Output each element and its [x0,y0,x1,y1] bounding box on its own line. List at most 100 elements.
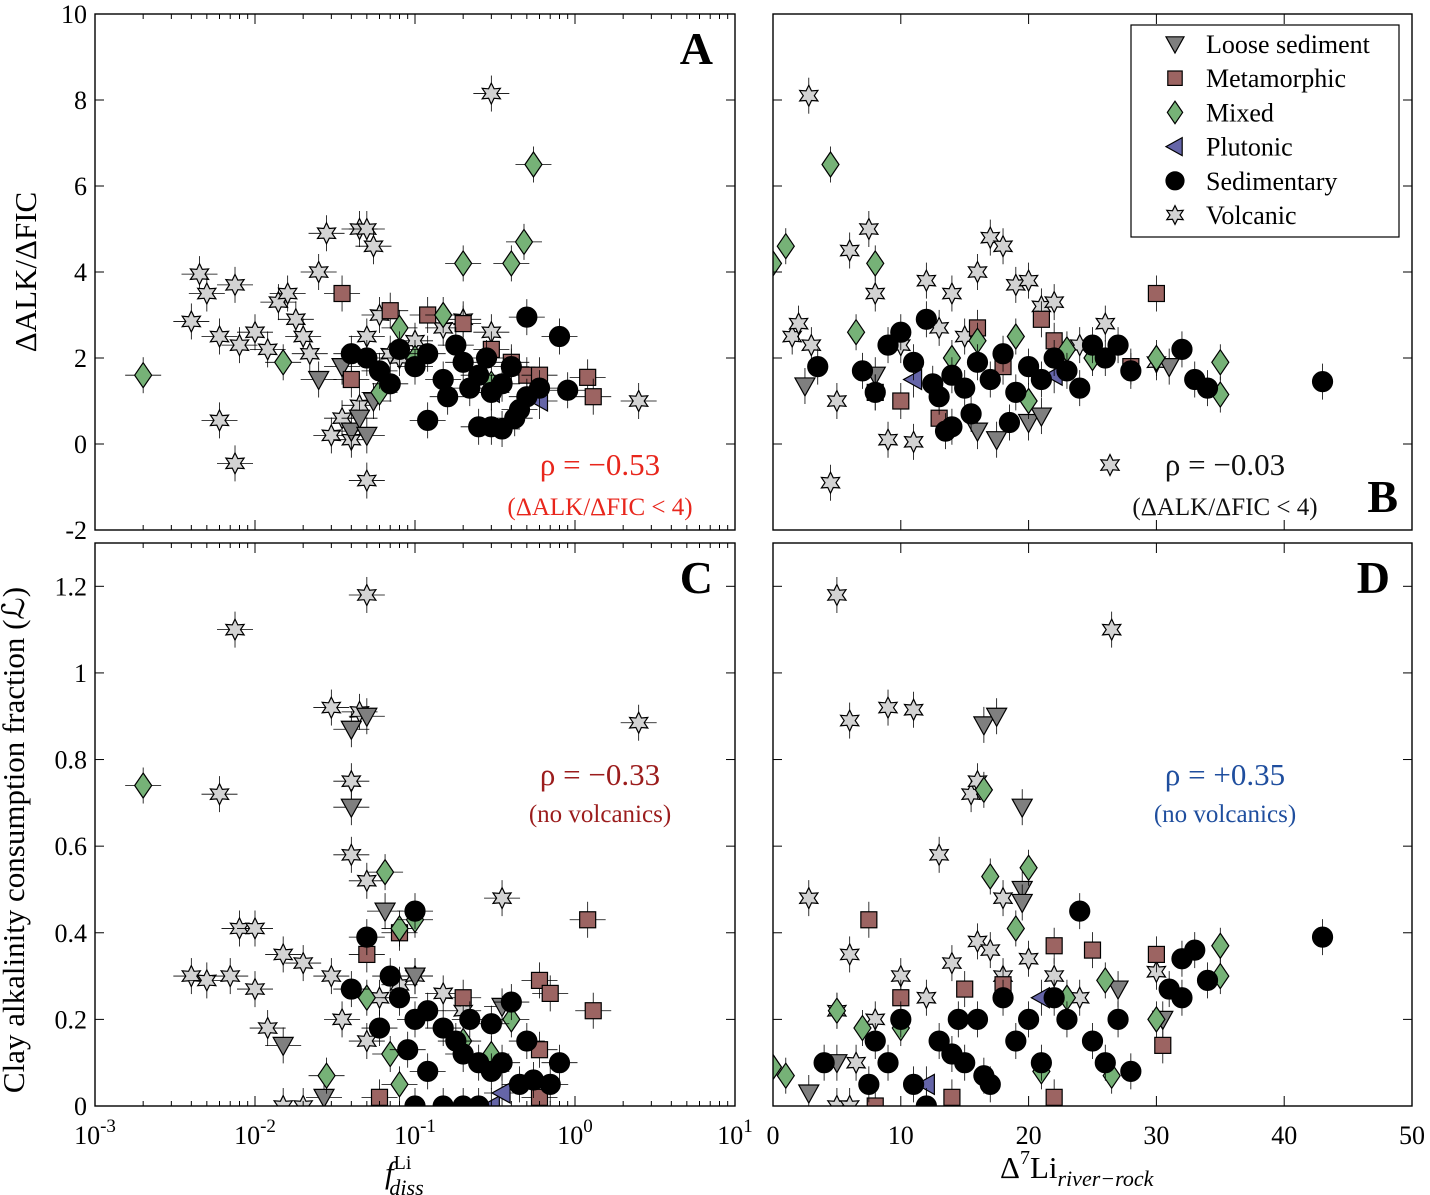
point-volcanic [916,985,937,1010]
point-mixed [273,348,293,376]
point-metamorphic [1045,937,1063,955]
point-metamorphic [454,315,472,333]
point-loose-sediment [966,422,989,443]
point-volcanic [189,262,210,286]
y-tick-label: 0.4 [55,919,88,948]
point-metamorphic [1154,1036,1172,1054]
point-plutonic [915,1073,935,1096]
point-volcanic [180,309,202,334]
point-volcanic [839,238,860,263]
point-sedimentary [1094,1052,1116,1074]
y-axis-label-top: ΔALK/ΔFIC [8,192,43,352]
point-sedimentary [516,306,538,328]
point-sedimentary [877,334,899,356]
point-sedimentary [468,1095,490,1106]
point-mixed [981,862,1000,891]
point-volcanic [826,389,848,413]
point-sedimentary [1081,334,1104,356]
point-volcanic [272,1094,294,1106]
point-mixed [390,1070,409,1098]
point-sedimentary [966,1008,989,1030]
x-tick-label: 10-3 [74,1116,116,1150]
point-volcanic [257,337,278,362]
point-sedimentary [807,356,829,378]
point-metamorphic [1032,310,1050,328]
point-volcanic [292,1094,314,1106]
point-loose-sediment [1158,358,1181,378]
point-loose-sediment [355,426,378,447]
point-sedimentary [459,1008,481,1030]
point-volcanic [356,468,378,493]
correlation-rho: ρ = +0.35 [1165,757,1285,792]
correlation-condition: (no volcanics) [1154,801,1296,828]
point-volcanic [967,929,988,954]
point-volcanic [356,217,378,241]
correlation-condition: (ΔALK/ΔFIC < 4) [507,494,692,521]
point-sedimentary [1311,371,1334,393]
point-volcanic [801,333,822,357]
point-volcanic [839,942,861,967]
legend-metamorphic-icon [1167,70,1183,86]
point-mixed [846,318,866,346]
legend-entry-sedimentary: Sedimentary [1206,167,1337,196]
point-mixed [380,1040,400,1068]
point-metamorphic [866,1097,884,1106]
point-mixed [502,249,521,277]
point-sedimentary [1043,347,1065,369]
point-mixed [514,228,534,256]
legend: Loose sediment Metamorphic Mixed Plutonic Se… [1130,24,1400,238]
point-mixed [1147,344,1166,372]
y-tick-label: 0.8 [55,746,88,775]
x-tick-label: 10-1 [394,1116,436,1150]
point-sedimentary [504,407,526,429]
point-metamorphic [579,911,597,929]
point-volcanic [196,968,218,993]
point-sedimentary [1043,987,1065,1009]
point-mixed [866,249,885,277]
point-sedimentary [902,351,925,373]
point-volcanic [1018,268,1039,293]
point-sedimentary [1311,926,1334,948]
point-volcanic [992,886,1014,910]
x-tick-label: 0 [767,1121,780,1150]
point-volcanic [858,217,880,241]
point-sedimentary [432,1017,454,1039]
point-metamorphic [943,1088,961,1106]
y-tick-label: 10 [61,0,87,29]
point-sedimentary [1005,381,1027,403]
point-sedimentary [1017,1008,1040,1030]
panel-letter: B [1367,471,1398,522]
point-sedimentary [1017,356,1040,378]
x-tick-label: 30 [1143,1121,1169,1150]
point-sedimentary [1005,1030,1027,1052]
point-sedimentary [998,411,1021,434]
panel-c: 0 0.2 0.4 0.6 0.8 1 1.2 10-3 10-2 10-1 100 101 Cρ = … [55,542,753,1150]
legend-entry-volcanic: Volcanic [1206,201,1297,230]
point-volcanic [363,234,384,259]
point-sedimentary [417,1000,439,1022]
point-sedimentary [459,377,481,399]
x-tick-label: 100 [557,1116,593,1150]
point-sedimentary [1069,377,1091,399]
point-volcanic [788,311,809,336]
point-volcanic [628,389,649,413]
legend-sedimentary-icon [1165,171,1185,191]
point-loose-sediment [403,967,427,988]
point-metamorphic [541,984,559,1003]
x-axis-label-right: Δ7Liriver−rock [1000,1147,1155,1191]
point-sedimentary [340,343,362,365]
point-sedimentary [954,377,976,399]
point-volcanic [209,324,230,349]
point-volcanic [244,916,266,941]
point-sedimentary [979,368,1001,391]
point-plutonic [490,1081,511,1105]
point-metamorphic [1083,941,1102,959]
point-metamorphic [1147,945,1166,964]
point-sedimentary [858,1073,880,1095]
point-volcanic [257,1016,279,1040]
panel-d: 0 10 20 30 40 50 Dρ = +0.35 (no volcanics) [767,542,1425,1150]
point-volcanic [321,423,342,448]
panel-letter: D [1357,552,1390,603]
point-volcanic [209,408,230,433]
point-loose-sediment [272,1036,295,1057]
